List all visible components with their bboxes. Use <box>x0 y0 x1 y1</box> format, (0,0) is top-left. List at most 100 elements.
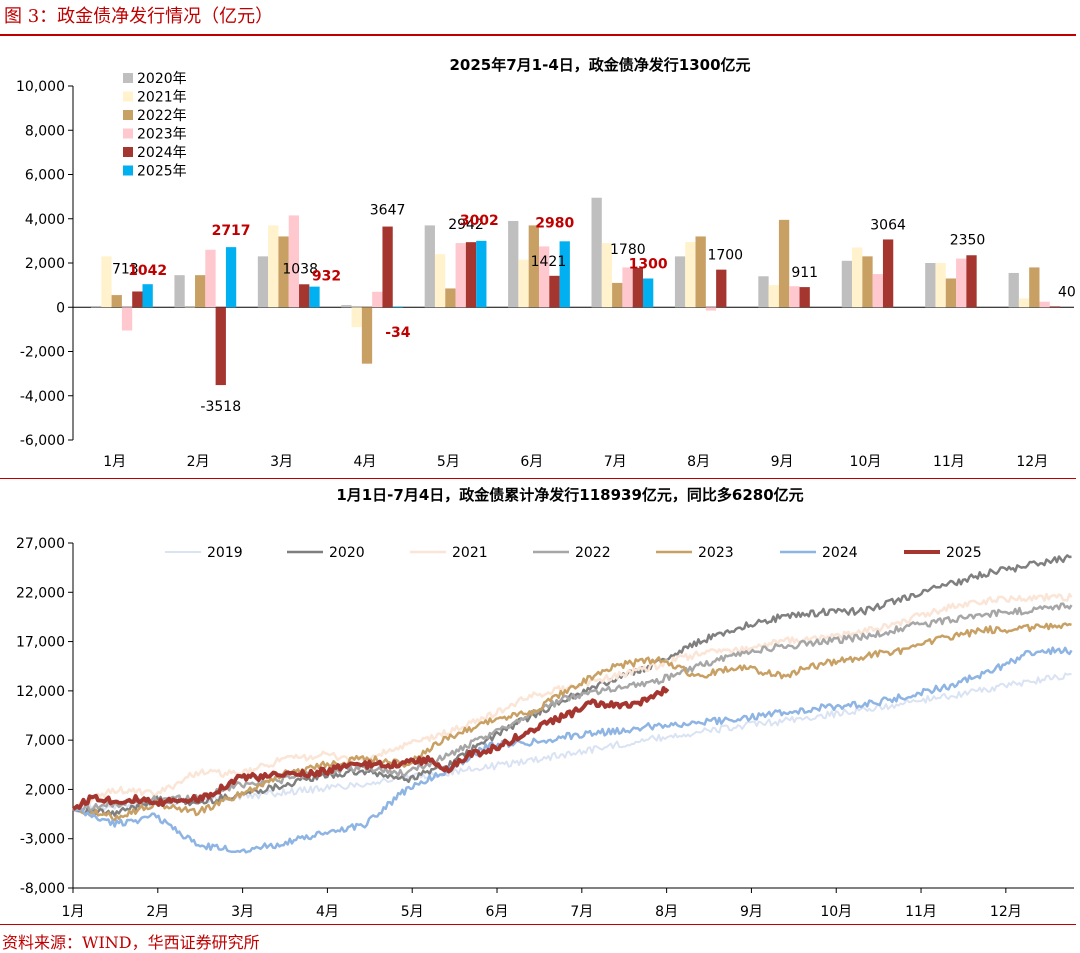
bar-2021-9月 <box>768 285 779 308</box>
bar-2021-12月 <box>1018 298 1030 308</box>
bar-2024-1月 <box>132 291 143 308</box>
bar-2021-2月 <box>184 307 196 308</box>
bar-2024-10月 <box>882 239 894 308</box>
bar-2022-5月 <box>445 288 456 308</box>
bar-label-2025: 2980 <box>535 215 574 231</box>
bottom-divider <box>0 924 1076 925</box>
bar-2021-10月 <box>852 247 863 308</box>
bar-y-tick-label: 8,000 <box>25 123 65 139</box>
line-x-tick-label: 5月 <box>401 904 424 920</box>
line-x-tick-label: 7月 <box>570 904 593 920</box>
legend-label: 2020 <box>329 545 365 561</box>
bar-2024-3月 <box>299 284 310 308</box>
bar-x-tick-label: 12月 <box>1016 454 1048 470</box>
bar-x-tick-label: 4月 <box>353 454 376 470</box>
bar-2021-8月 <box>685 241 696 308</box>
bar-y-tick-label: -2,000 <box>20 345 65 361</box>
bar-2025-6月 <box>559 241 570 308</box>
bar-2025-7月 <box>643 278 654 308</box>
line-series-2024 <box>72 646 1073 854</box>
legend-swatch-2024 <box>123 147 133 157</box>
line-y-tick-label: 2,000 <box>25 782 65 798</box>
bar-2020-8月 <box>674 256 686 308</box>
bar-label-2024: 1421 <box>531 254 567 270</box>
bar-2022-6月 <box>528 225 539 308</box>
bar-label-2025: -34 <box>385 325 411 341</box>
bar-2023-10月 <box>872 274 883 308</box>
bar-2025-5月 <box>476 240 487 308</box>
bar-2022-8月 <box>695 236 706 308</box>
line-x-tick-label: 11月 <box>905 904 937 920</box>
bar-2023-12月 <box>1039 301 1050 308</box>
bar-2023-4月 <box>372 291 383 308</box>
bar-2024-8月 <box>716 269 727 308</box>
line-x-tick-label: 3月 <box>231 904 254 920</box>
bar-label-2024: -3518 <box>200 399 241 415</box>
legend-swatch-2020 <box>123 73 133 83</box>
bar-2024-9月 <box>799 287 810 308</box>
bar-chart: 2025年7月1-4日，政金债净发行1300亿元 -6,000 -4,000 -2,… <box>16 56 1076 470</box>
bar-2020-6月 <box>508 220 519 308</box>
bar-label-2024: 911 <box>791 265 818 281</box>
bar-2020-1月 <box>91 307 102 308</box>
bar-2021-3月 <box>268 225 279 308</box>
bar-2022-2月 <box>195 275 206 308</box>
line-y-tick-label: 22,000 <box>16 585 65 601</box>
bar-2024-4月 <box>382 226 393 308</box>
bar-label-2024: 1780 <box>610 242 646 258</box>
bar-2023-7月 <box>622 267 633 308</box>
legend-label: 2022 <box>575 545 611 561</box>
legend-label: 2020年 <box>137 71 187 87</box>
bar-2020-9月 <box>758 276 769 308</box>
bar-2025-1月 <box>142 284 153 308</box>
bar-y-tick-label: 2,000 <box>25 256 65 272</box>
bar-2020-11月 <box>925 263 936 308</box>
bar-x-tick-label: 2月 <box>187 454 210 470</box>
bar-2021-6月 <box>518 259 529 308</box>
bar-2022-12月 <box>1029 267 1040 308</box>
line-x-tick-label: 4月 <box>316 904 339 920</box>
bar-label-2024: 3647 <box>370 203 406 219</box>
line-x-tick-label: 9月 <box>740 904 763 920</box>
legend-label: 2024 <box>822 545 858 561</box>
bar-2022-7月 <box>612 282 623 308</box>
source-note: 资料来源：WIND，华西证券研究所 <box>2 933 260 952</box>
line-series-2019 <box>72 672 1072 813</box>
bar-2022-11月 <box>945 278 957 308</box>
bar-label-2025: 3002 <box>460 213 499 229</box>
line-series-2023 <box>72 622 1072 822</box>
middle-divider <box>0 478 1076 479</box>
bar-y-tick-label: -6,000 <box>20 433 65 449</box>
bar-2020-2月 <box>174 275 185 308</box>
bar-2025-3月 <box>309 286 320 308</box>
legend-label: 2025 <box>946 545 982 561</box>
bar-label-2024: 3064 <box>870 217 906 233</box>
bar-y-tick-label: 0 <box>56 300 65 316</box>
line-y-tick-label: 7,000 <box>25 733 65 749</box>
bar-2023-3月 <box>288 215 300 308</box>
bar-label-2024: 40 <box>1058 284 1076 300</box>
bar-x-tick-label: 8月 <box>687 454 710 470</box>
bar-x-tick-label: 5月 <box>437 454 460 470</box>
legend-label: 2021 <box>452 545 488 561</box>
bar-2023-8月 <box>705 307 717 311</box>
bar-2023-6月 <box>538 246 550 308</box>
legend-swatch-2023 <box>123 128 133 139</box>
bar-2020-7月 <box>591 197 602 308</box>
bar-2021-11月 <box>935 263 946 308</box>
bar-x-tick-label: 1月 <box>103 454 126 470</box>
bar-2024-11月 <box>966 255 977 308</box>
bar-chart-title: 2025年7月1-4日，政金债净发行1300亿元 <box>449 56 750 74</box>
bar-2023-2月 <box>205 249 216 308</box>
bar-2023-1月 <box>121 307 133 331</box>
line-y-tick-label: 12,000 <box>16 684 65 700</box>
bar-x-tick-label: 10月 <box>850 454 882 470</box>
line-y-tick-label: 17,000 <box>16 635 65 651</box>
line-x-tick-label: 12月 <box>990 904 1022 920</box>
line-y-tick-label: -8,000 <box>20 881 65 897</box>
bar-x-tick-label: 3月 <box>270 454 293 470</box>
bar-2024-7月 <box>632 267 643 308</box>
bar-label-2025: 1300 <box>629 256 668 272</box>
bar-2020-5月 <box>424 225 435 308</box>
bar-x-tick-label: 9月 <box>771 454 794 470</box>
